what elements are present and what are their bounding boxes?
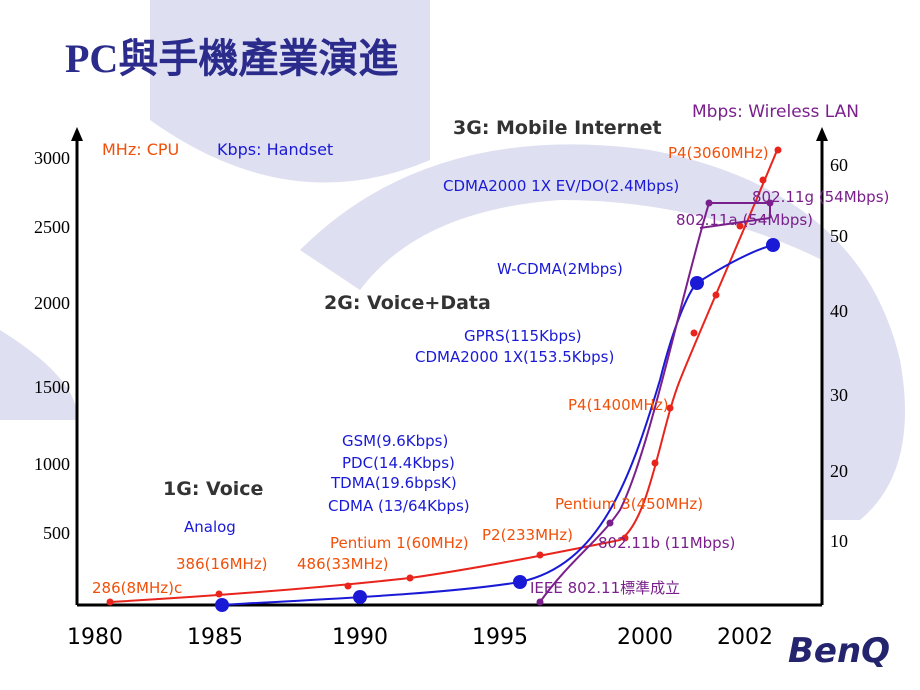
annotation: P2(233MHz) [482,526,573,544]
annotation: 286(8MHz)c [92,579,182,597]
x-tick-label: 2000 [617,625,673,650]
annotation: 3G: Mobile Internet [453,117,662,139]
annotation: 802.11b (11Mbps) [598,534,735,552]
annotation: 486(33MHz) [297,555,389,573]
annotation: W-CDMA(2Mbps) [497,260,623,278]
right-tick-label: 10 [830,531,848,551]
left-tick-label: 2500 [34,217,70,237]
cpu-dots [106,146,782,606]
annotation: P4(1400MHz) [568,396,669,414]
axes [75,135,824,607]
x-tick-label: 1980 [67,625,123,650]
annotation: IEEE 802.11標準成立 [530,579,680,597]
annotation: 386(16MHz) [176,555,268,573]
wlan-curve [539,202,771,603]
annotation: CDMA (13/64Kbps) [328,497,470,515]
annotation: Pentium 1(60MHz) [330,534,469,552]
background-shape [0,0,905,520]
right-tick-label: 20 [830,461,848,481]
right-tick-label: 50 [830,226,848,246]
annotation: 802.11g (54Mbps) [752,188,889,206]
axis-arrows [71,127,828,141]
wlan-dots [536,199,774,606]
annotation: CDMA2000 1X(153.5Kbps) [415,348,614,366]
annotation: CDMA2000 1X EV/DO(2.4Mbps) [443,177,679,195]
left-tick-label: 500 [43,523,70,543]
annotation: Mbps: Wireless LAN [692,102,859,122]
annotation: 2G: Voice+Data [324,292,491,314]
x-tick-label: 1985 [187,625,243,650]
left-tick-label: 3000 [34,148,70,168]
cpu-curve [109,147,779,603]
x-tick-label: 1995 [472,625,528,650]
slide-title: PC與手機產業演進 [65,36,398,81]
logo: BenQ [788,631,890,671]
annotation: Analog [184,518,236,536]
right-tick-label: 60 [830,155,848,175]
left-tick-label: 1000 [34,454,70,474]
x-tick-label: 1990 [332,625,388,650]
annotation: 802.11a (54Mbps) [676,211,813,229]
handset-dots [215,238,780,612]
left-tick-label: 1500 [34,377,70,397]
annotation: P4(3060MHz) [668,144,769,162]
right-tick-label: 30 [830,385,848,405]
annotation: Pentium 3(450MHz) [555,495,703,513]
left-tick-label: 2000 [34,293,70,313]
annotation: GSM(9.6Kbps) [342,432,448,450]
annotation: Kbps: Handset [217,140,333,159]
annotation: GPRS(115Kbps) [464,327,582,345]
x-tick-label: 2002 [717,625,773,650]
annotation: MHz: CPU [102,140,179,159]
right-tick-label: 40 [830,301,848,321]
annotation: PDC(14.4Kbps) [342,454,455,472]
annotation: TDMA(19.6bpsK) [330,474,457,492]
annotation: 1G: Voice [163,478,263,500]
